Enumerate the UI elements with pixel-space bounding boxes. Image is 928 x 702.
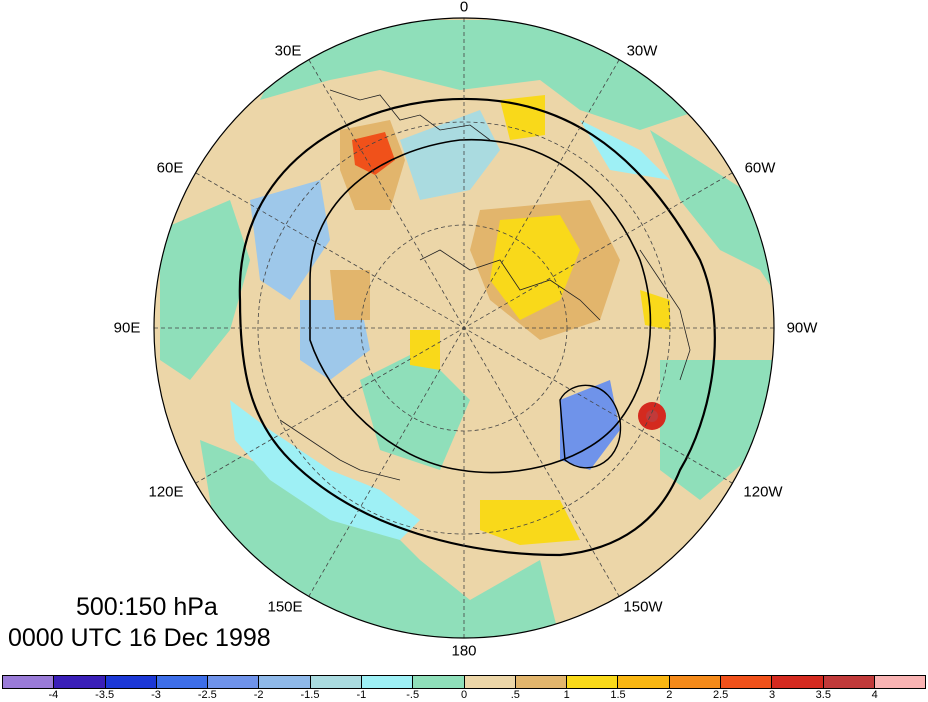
colorbar-tick-label: -1.5 xyxy=(300,689,320,701)
colorbar-segment xyxy=(54,676,106,688)
colorbar-segment xyxy=(310,676,362,688)
colorbar-segment xyxy=(464,676,516,688)
yellow-region-nw xyxy=(640,290,670,330)
green-region-north xyxy=(260,20,700,130)
colorbar-tick-label: 2 xyxy=(666,689,673,701)
colorbar-segment xyxy=(874,676,926,688)
yellow-region-atlantic xyxy=(500,95,545,140)
colorbar-segment xyxy=(3,676,55,688)
colorbar-segment xyxy=(259,676,311,688)
map-border xyxy=(153,17,775,639)
lon-label-150e: 150E xyxy=(267,598,303,616)
colorbar-segment xyxy=(823,676,875,688)
contour-line-low xyxy=(559,384,622,469)
colorbar-segment xyxy=(156,676,209,688)
yellow-region-south xyxy=(480,500,580,545)
colorbar-tick-label: 4 xyxy=(871,689,878,701)
contour-line-inner xyxy=(309,138,652,474)
orange-region-mid xyxy=(410,330,440,370)
colorbar-segment xyxy=(208,676,260,688)
colorbar-segment xyxy=(515,676,568,688)
coastline-c xyxy=(279,419,401,481)
colorbar-tick-label: -3.5 xyxy=(95,689,115,701)
colorbar-tick-label: -1 xyxy=(356,689,367,701)
blue-region-east xyxy=(580,120,670,180)
colorbar-segment xyxy=(361,676,414,688)
lon-label-90w: 90W xyxy=(786,319,818,337)
colorbar-tick-label: 0 xyxy=(460,689,468,701)
lon-label-30w: 30W xyxy=(626,42,658,60)
lon-label-60w: 60W xyxy=(744,159,776,177)
time-label: 0000 UTC 16 Dec 1998 xyxy=(8,624,271,652)
colorbar-tick-label: -2 xyxy=(253,689,264,701)
lon-label-30e: 30E xyxy=(274,42,302,60)
colorbar-segment xyxy=(105,676,157,688)
colorbar-tick-label: .5 xyxy=(510,689,520,701)
yellow-region-central xyxy=(490,215,580,320)
lon-label-120e: 120E xyxy=(148,483,184,501)
colorbar-ticks: -4 -3.5 -3 -2.5 -2 -1.5 -1 -.5 0 .5 1 1.5 2 2.5 3 3.5 4 xyxy=(0,689,928,702)
coastline-d xyxy=(639,249,691,381)
colorbar xyxy=(2,675,926,689)
contour-line-outer xyxy=(238,97,716,557)
lon-label-90e: 90E xyxy=(113,319,141,337)
colorbar-tick-label: 3 xyxy=(768,689,776,701)
colorbar-segment xyxy=(772,676,824,688)
colorbar-tick-label: 3.5 xyxy=(815,689,831,701)
level-label: 500:150 hPa xyxy=(76,593,218,621)
colorbar-tick-label: 2.5 xyxy=(713,689,729,701)
colorbar-tick-label: -.5 xyxy=(406,689,420,701)
graticule xyxy=(154,18,774,638)
colorbar-segment xyxy=(567,676,619,688)
colorbar-tick-label: -4 xyxy=(48,689,59,701)
lon-label-120w: 120W xyxy=(743,483,783,501)
colorbar-tick-label: 1 xyxy=(563,689,570,701)
blue-low xyxy=(560,380,620,470)
colorbar-tick-label: 1.5 xyxy=(610,689,626,701)
coastline-b xyxy=(419,249,601,321)
lon-label-60e: 60E xyxy=(156,159,184,177)
colorbar-segment xyxy=(618,676,670,688)
orange-region-west xyxy=(330,270,370,320)
colorbar-tick-label: -2.5 xyxy=(197,689,217,701)
blue-region-arctic xyxy=(400,110,500,200)
green-region-east xyxy=(650,130,774,300)
green-region-west xyxy=(160,200,250,380)
colorbar-segment xyxy=(413,676,465,688)
lon-label-180: 180 xyxy=(451,642,477,660)
blue-band-south xyxy=(230,400,420,540)
colorbar-segment xyxy=(669,676,721,688)
colorbar-segment xyxy=(720,676,773,688)
coastline-a xyxy=(329,89,491,141)
lon-label-150w: 150W xyxy=(623,598,663,616)
lon-label-0: 0 xyxy=(459,0,469,16)
green-region-se xyxy=(660,360,774,500)
colorbar-tick-label: -3 xyxy=(151,689,161,701)
